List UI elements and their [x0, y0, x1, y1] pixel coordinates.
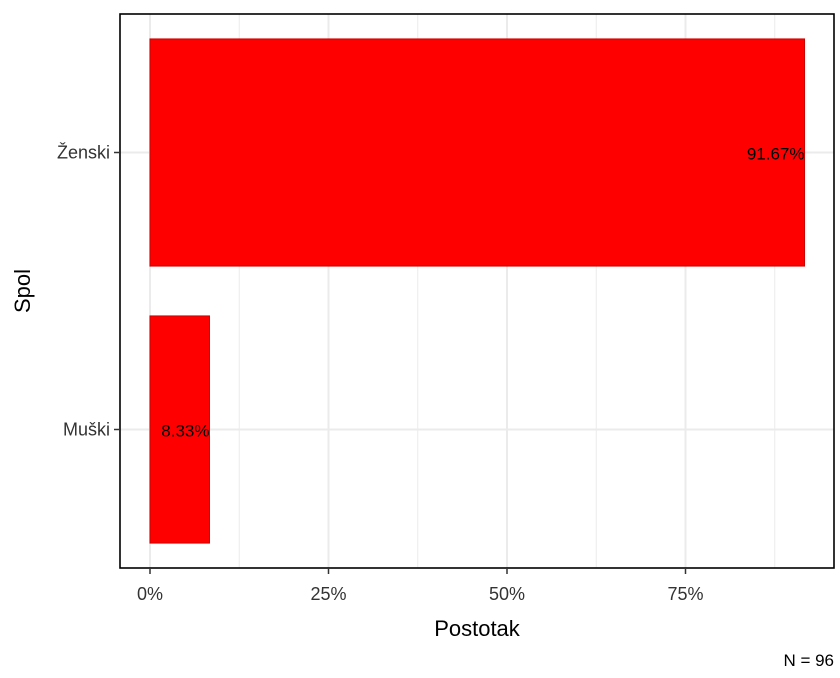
- y-tick-label: Muški: [63, 420, 110, 440]
- x-tick-label: 25%: [310, 584, 346, 604]
- y-tick-label: Ženski: [57, 143, 110, 163]
- data-label: 91.67%: [747, 145, 805, 164]
- bar-zenski: [149, 38, 806, 267]
- bar-muski: [149, 315, 210, 544]
- x-tick-label: 75%: [667, 584, 703, 604]
- data-label: 8.33%: [161, 422, 209, 441]
- x-tick-label: 0%: [137, 584, 163, 604]
- axis-layer: Ženski Muški 0% 25% 50% 75%: [57, 143, 704, 605]
- data-label-layer: 91.67% 8.33%: [161, 145, 804, 441]
- y-axis-title: Spol: [10, 269, 35, 313]
- panel-border: [119, 13, 835, 569]
- bar-layer: [149, 38, 806, 544]
- sample-size-caption: N = 96: [783, 651, 834, 670]
- x-axis-title: Postotak: [434, 616, 521, 641]
- x-tick-label: 50%: [489, 584, 525, 604]
